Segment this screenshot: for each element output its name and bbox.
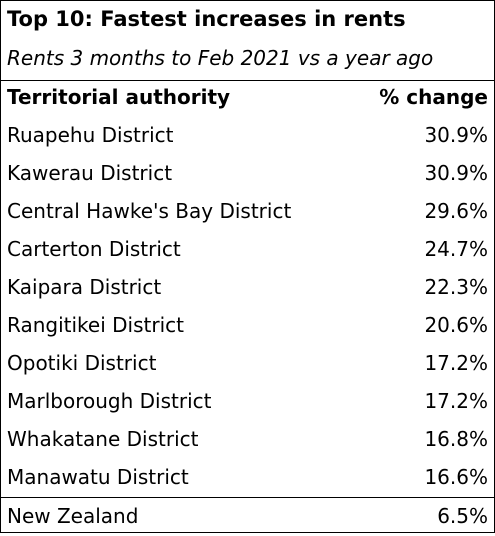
table-row: Carterton District 24.7% (1, 231, 494, 269)
authority-name: Rangitikei District (7, 313, 184, 337)
total-name: New Zealand (7, 504, 139, 528)
table-row: Ruapehu District 30.9% (1, 117, 494, 155)
authority-name: Whakatane District (7, 427, 199, 451)
percent-change: 16.6% (424, 465, 488, 489)
authority-name: Kawerau District (7, 161, 173, 185)
table-header-row: Territorial authority % change (1, 81, 494, 117)
percent-change: 30.9% (424, 123, 488, 147)
table-row: Whakatane District 16.8% (1, 421, 494, 459)
authority-name: Marlborough District (7, 389, 212, 413)
percent-change: 30.9% (424, 161, 488, 185)
percent-change: 29.6% (424, 199, 488, 223)
percent-change: 17.2% (424, 389, 488, 413)
percent-change: 16.8% (424, 427, 488, 451)
authority-name: Central Hawke's Bay District (7, 199, 292, 223)
percent-change: 20.6% (424, 313, 488, 337)
table-row: Opotiki District 17.2% (1, 345, 494, 383)
column-header-change: % change (379, 85, 488, 109)
authority-name: Opotiki District (7, 351, 157, 375)
percent-change: 17.2% (424, 351, 488, 375)
rent-table: Territorial authority % change Ruapehu D… (1, 81, 494, 536)
authority-name: Manawatu District (7, 465, 189, 489)
table-row: Central Hawke's Bay District 29.6% (1, 193, 494, 231)
table-row: Kaipara District 22.3% (1, 269, 494, 307)
total-percent-change: 6.5% (437, 504, 488, 528)
table-row: Kawerau District 30.9% (1, 155, 494, 193)
total-divider (1, 497, 494, 498)
table-title: Top 10: Fastest increases in rents (7, 7, 406, 31)
header-divider (1, 80, 494, 81)
column-header-authority: Territorial authority (7, 85, 231, 109)
percent-change: 24.7% (424, 237, 488, 261)
authority-name: Carterton District (7, 237, 181, 261)
authority-name: Ruapehu District (7, 123, 174, 147)
total-row: New Zealand 6.5% (1, 498, 494, 536)
table-subtitle: Rents 3 months to Feb 2021 vs a year ago (7, 46, 434, 70)
table-row: Manawatu District 16.6% (1, 459, 494, 497)
authority-name: Kaipara District (7, 275, 162, 299)
table-row: Marlborough District 17.2% (1, 383, 494, 421)
table-row: Rangitikei District 20.6% (1, 307, 494, 345)
percent-change: 22.3% (424, 275, 488, 299)
